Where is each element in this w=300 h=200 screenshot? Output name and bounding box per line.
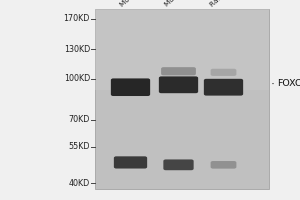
Text: Mouse brain: Mouse brain: [164, 0, 202, 8]
Text: 170KD: 170KD: [64, 14, 90, 23]
FancyBboxPatch shape: [114, 156, 147, 169]
FancyBboxPatch shape: [111, 78, 150, 96]
FancyBboxPatch shape: [211, 161, 236, 169]
Text: Mouse kidney: Mouse kidney: [119, 0, 160, 8]
FancyBboxPatch shape: [163, 159, 194, 170]
FancyBboxPatch shape: [94, 9, 268, 90]
Text: 130KD: 130KD: [64, 45, 90, 54]
FancyBboxPatch shape: [159, 76, 198, 93]
Text: FOXO3: FOXO3: [278, 79, 300, 88]
FancyBboxPatch shape: [204, 79, 243, 96]
Text: 70KD: 70KD: [69, 115, 90, 124]
Text: 55KD: 55KD: [68, 142, 90, 151]
FancyBboxPatch shape: [161, 67, 196, 75]
FancyBboxPatch shape: [211, 69, 236, 76]
Text: 100KD: 100KD: [64, 74, 90, 83]
FancyBboxPatch shape: [94, 9, 268, 189]
Text: Rat kidney: Rat kidney: [209, 0, 242, 8]
Text: 40KD: 40KD: [69, 179, 90, 188]
